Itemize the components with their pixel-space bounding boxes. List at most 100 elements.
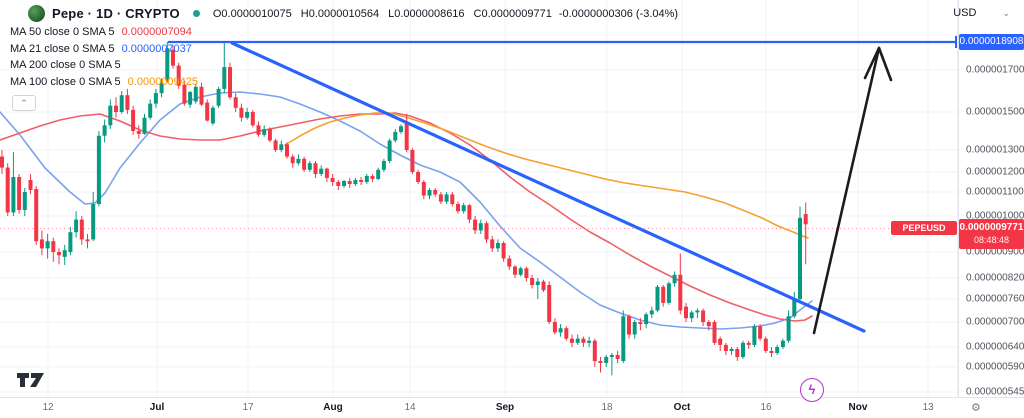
candle-body (165, 48, 170, 81)
candle-body (347, 181, 352, 184)
candle-body (689, 312, 694, 319)
price-tick: 0.0000010000 (966, 210, 1024, 222)
candle-body (222, 67, 227, 89)
candle-body (416, 172, 421, 182)
legend-collapse-button[interactable]: ⌃ (12, 95, 36, 111)
candle-body (342, 181, 346, 186)
candle-body (524, 268, 529, 278)
candle-body (79, 219, 84, 240)
candle-body (91, 204, 96, 240)
candle-body (290, 156, 295, 164)
candle-body (695, 310, 700, 313)
price-tick: 0.0000017000 (966, 64, 1024, 76)
candle-body (399, 126, 403, 132)
price-axis[interactable]: 0.0000018908 0.0000009771 08:48:48 0.000… (958, 0, 1024, 398)
candle-body (712, 322, 717, 343)
ohlc-o: O0.0000010075 (212, 7, 292, 20)
legend-row-0[interactable]: MA 50 close 0 SMA 5 0.0000007094 (10, 24, 198, 41)
candle-body (199, 86, 204, 105)
candle-body (267, 129, 272, 141)
candle-body (803, 214, 808, 225)
candle-body (336, 182, 341, 186)
candle-body (307, 163, 312, 170)
candle-body (684, 306, 688, 319)
candle-body (262, 129, 267, 135)
candle-body (171, 49, 175, 66)
legend-value: 0.0000007094 (121, 26, 192, 38)
candle-body (741, 342, 745, 357)
candle-body (621, 316, 626, 361)
legend-row-2[interactable]: MA 200 close 0 SMA 5 (10, 57, 198, 74)
legend-label: MA 200 close 0 SMA 5 (10, 59, 121, 71)
candle-body (723, 344, 728, 351)
symbol-header: Pepe · 1D · CRYPTO O0.0000010075 H0.00000… (28, 5, 678, 22)
time-tick: 13 (922, 402, 934, 413)
candle-body (718, 338, 723, 345)
price-tick: 0.0000013000 (966, 144, 1024, 156)
candle-body (541, 281, 546, 291)
lightning-icon[interactable]: ϟ (800, 378, 824, 402)
legend-label: MA 50 close 0 SMA 5 (10, 26, 115, 38)
candle-body (34, 189, 39, 242)
candle-body (387, 140, 392, 161)
price-scale-settings-icon[interactable]: ⚙ (971, 402, 981, 414)
candle-body (188, 92, 193, 105)
candle-body (216, 88, 221, 106)
arrow-head (863, 46, 893, 82)
last-price-label: 0.0000009771 08:48:48 (959, 219, 1024, 249)
candle-body (427, 190, 432, 196)
indicator-legend: MA 50 close 0 SMA 5 0.0000007094 MA 21 clo… (10, 24, 198, 90)
candle-body (615, 355, 620, 359)
trendline (230, 41, 866, 333)
candle-body (228, 67, 232, 98)
candle-body (256, 125, 261, 135)
price-tick: 0.0000006400 (966, 341, 1024, 353)
candle-body (798, 217, 802, 299)
legend-label: MA 21 close 0 SMA 5 (10, 42, 115, 55)
candle-body (552, 322, 557, 333)
time-tick: 12 (42, 402, 54, 413)
price-tick: 0.0000005450 (966, 386, 1024, 398)
candle-body (39, 239, 44, 249)
candle-body (746, 342, 751, 345)
price-tick: 0.0000009000 (966, 246, 1024, 258)
candle-body (558, 328, 563, 333)
candle-body (649, 310, 654, 315)
candle-body (376, 169, 381, 179)
ohlc-l: L0.0000008616 (388, 7, 465, 20)
candle-body (330, 178, 335, 182)
candle-body (450, 194, 455, 204)
ohlc-h: H0.0000010564 (300, 7, 380, 20)
candle-body (735, 349, 740, 357)
candle-body (250, 112, 255, 126)
candle-body (85, 239, 90, 242)
legend-row-1[interactable]: MA 21 close 0 SMA 5 0.0000007037 (10, 41, 198, 58)
candle-body (11, 177, 16, 213)
time-axis[interactable]: 12 Jul 17 Aug 14 Sep 18 Oct 16 Nov 13 (0, 397, 1024, 418)
candle-body (581, 338, 586, 343)
candle-body (530, 278, 535, 285)
symbol-title[interactable]: Pepe · 1D · CRYPTO (52, 6, 180, 21)
chevron-down-icon: ⌄ (1002, 7, 1010, 18)
time-tick: Oct (673, 402, 691, 413)
candle-body (433, 190, 438, 195)
legend-row-3[interactable]: MA 100 close 0 SMA 5 0.0000009425 (10, 74, 198, 91)
candle-body (381, 161, 386, 170)
ma-100-line (284, 112, 809, 239)
candle-body (125, 95, 130, 110)
candle-body (370, 176, 375, 179)
candle-body (678, 274, 683, 311)
candle-body (666, 283, 671, 303)
candle-body (438, 194, 443, 202)
candle-body (706, 322, 711, 327)
candle-body (461, 205, 466, 212)
candle-body (644, 314, 649, 325)
price-tick: 0.0000007600 (966, 293, 1024, 305)
candle-body (74, 219, 79, 233)
time-tick: 17 (242, 402, 254, 413)
candle-body (142, 117, 147, 134)
legend-label: MA 100 close 0 SMA 5 (10, 75, 121, 88)
currency-selector[interactable]: USD ⌄ (953, 7, 1010, 19)
